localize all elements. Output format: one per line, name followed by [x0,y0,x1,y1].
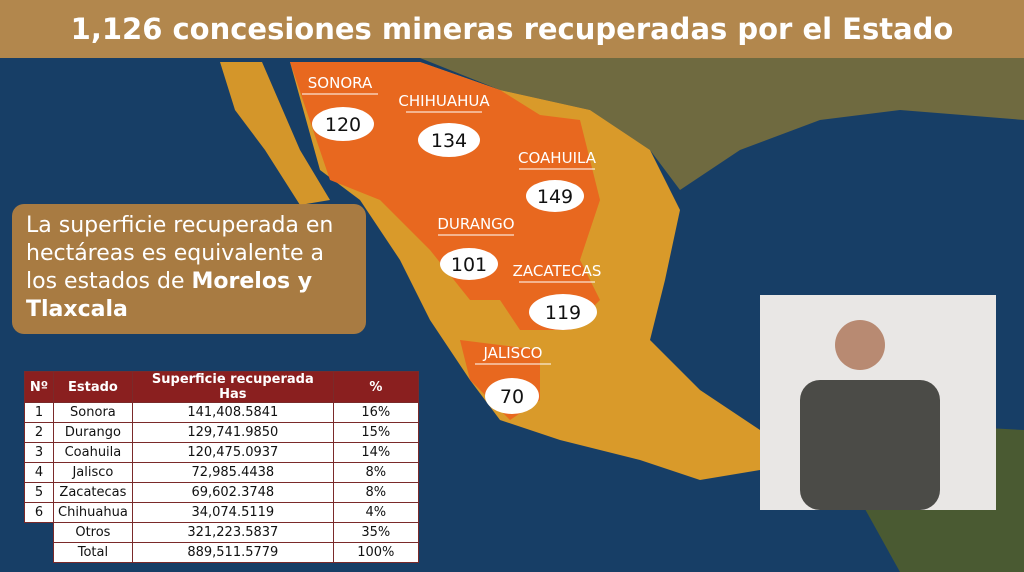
title: 1,126 concesiones mineras recuperadas po… [0,0,1024,58]
table-cell: 8% [332,462,419,483]
summary-cell: 35% [332,522,419,543]
table-cell: 4% [332,502,419,523]
table-row: 5 Zacatecas 69,602.3748 8% [24,482,419,503]
state-name: SONORA [308,74,373,92]
table-row: 3 Coahuila 120,475.0937 14% [24,442,419,463]
count-label: 70 [500,386,524,408]
callout-text: La superficie recuperada en hectáreas es… [26,213,334,294]
summary-cell: 321,223.5837 [131,522,334,543]
usa-land [420,58,1024,190]
count-label: 134 [431,130,467,152]
table-cell: 16% [332,402,419,423]
count-oval [526,180,584,212]
table-cell: 6 [24,502,54,523]
count-oval [440,248,498,280]
summary-row: Total 889,511.5779 100% [25,542,419,563]
state-name: DURANGO [437,215,514,233]
table-cell: 129,741.9850 [131,422,334,443]
table-body: 1 Sonora 141,408.5841 16% 2 Durango 129,741.98… [24,402,419,563]
state-name: COAHUILA [518,149,597,167]
table-cell: 15% [332,422,419,443]
table-cell: Zacatecas [53,482,133,503]
table-row: 6 Chihuahua 34,074.5119 4% [24,502,419,523]
summary-row: Otros 321,223.5837 35% [25,522,419,543]
count-oval [418,123,480,157]
count-label: 120 [325,114,361,136]
table-row: 2 Durango 129,741.9850 15% [24,422,419,443]
table: Nº Estado Superficie recuperada Has% 1 Sonor… [24,371,419,563]
table-cell: 1 [24,402,54,423]
table-row: 4 Jalisco 72,985.4438 8% [24,462,419,483]
table-cell: 120,475.0937 [131,442,334,463]
state-name: JALISCO [482,344,542,362]
table-cell: Coahuila [53,442,133,463]
summary-cell: Otros [53,522,133,543]
table-cell: 72,985.4438 [131,462,334,483]
summary-cell: 889,511.5779 [131,542,334,563]
count-label: 119 [545,302,581,324]
table-cell: 34,074.5119 [131,502,334,523]
blank-cell [25,543,54,563]
header-cell: Superficie recuperada Has [131,371,334,403]
table-cell: 14% [332,442,419,463]
callout: La superficie recuperada en hectáreas es… [12,204,366,334]
count-oval [312,107,374,141]
table-cell: Sonora [53,402,133,423]
header-cell: % [332,371,419,403]
interpreter-head [835,320,885,370]
count-label: 149 [537,186,573,208]
table-cell: 5 [24,482,54,503]
state-name: ZACATECAS [513,262,602,280]
count-oval [485,378,539,414]
blank-cell [25,523,54,543]
baja-california [220,62,330,205]
table-cell: 8% [332,482,419,503]
count-label: 101 [451,254,487,276]
state-name: CHIHUAHUA [398,92,490,110]
table-row: 1 Sonora 141,408.5841 16% [24,402,419,423]
table-cell: Chihuahua [53,502,133,523]
count-oval [529,294,597,330]
summary-cell: Total [53,542,133,563]
interpreter-body [800,380,940,510]
table-cell: 141,408.5841 [131,402,334,423]
callout-bold: Morelos y Tlaxcala [26,269,313,322]
header-cell: Nº [24,371,54,403]
header-cell: Estado [53,371,133,403]
table-cell: 2 [24,422,54,443]
table-cell: Jalisco [53,462,133,483]
header-row: Nº Estado Superficie recuperada Has% [24,371,419,403]
table-cell: 4 [24,462,54,483]
table-cell: 3 [24,442,54,463]
summary-cell: 100% [332,542,419,563]
table-cell: 69,602.3748 [131,482,334,503]
table-cell: Durango [53,422,133,443]
